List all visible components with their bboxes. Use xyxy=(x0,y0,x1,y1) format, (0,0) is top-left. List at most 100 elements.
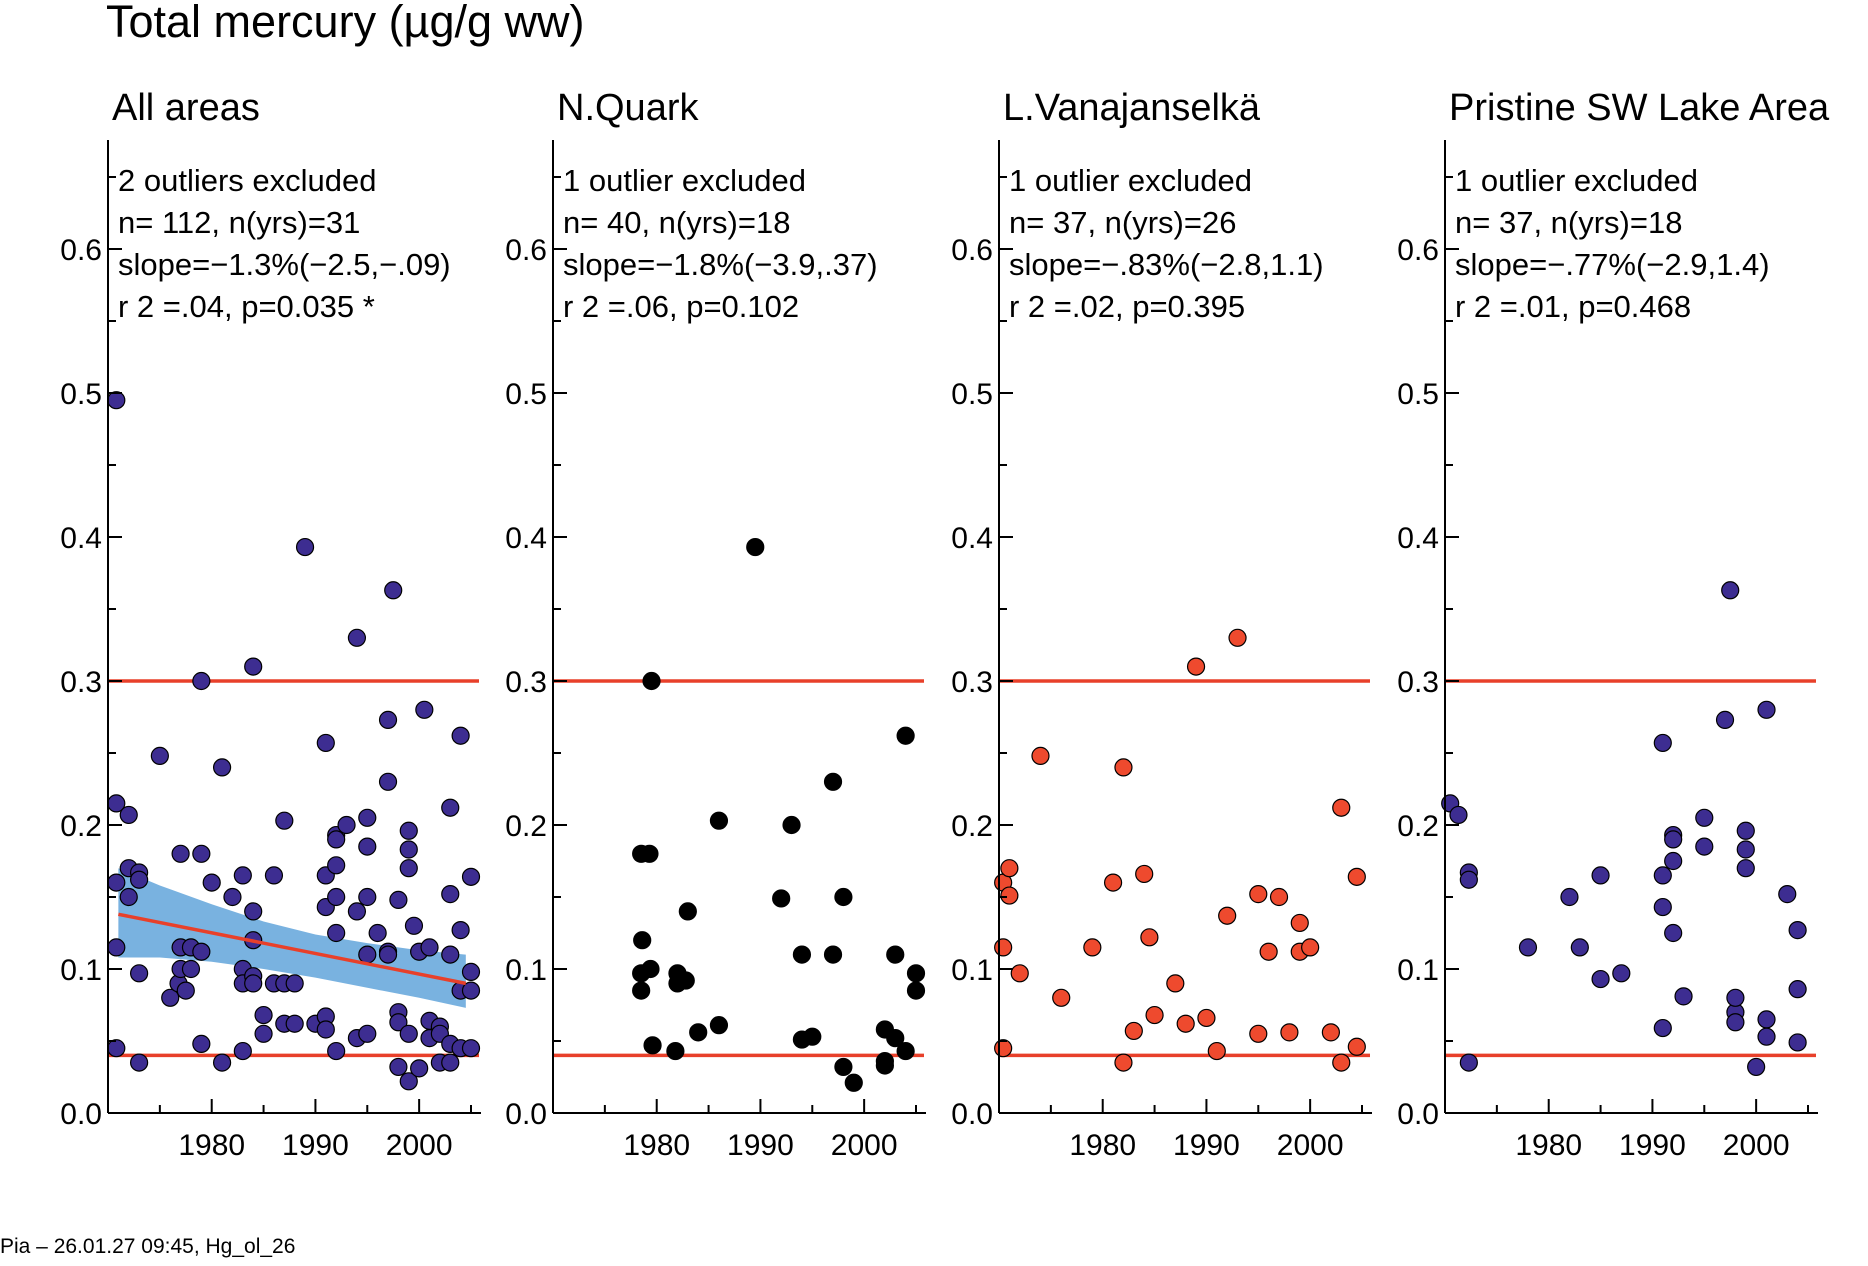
x-tick-label: 1980 xyxy=(1515,1129,1582,1162)
data-point xyxy=(1103,873,1123,892)
data-point xyxy=(1135,864,1154,884)
y-tick-label: 0.2 xyxy=(60,810,102,843)
data-point xyxy=(107,1039,126,1058)
data-point xyxy=(1757,1027,1776,1046)
y-tick-label: 0.6 xyxy=(505,234,547,267)
data-point xyxy=(1747,1057,1766,1077)
data-point xyxy=(192,844,211,863)
data-point xyxy=(1788,921,1807,940)
data-point xyxy=(119,805,138,825)
x-tick-label: 1990 xyxy=(1619,1129,1686,1162)
data-point xyxy=(834,887,853,907)
y-tick-label: 0.3 xyxy=(1397,666,1439,699)
data-point xyxy=(1757,1010,1776,1029)
data-point xyxy=(1332,798,1351,817)
data-point xyxy=(1114,1053,1133,1072)
data-point xyxy=(1591,866,1610,885)
y-tick-label: 0.5 xyxy=(60,378,102,411)
footer-text: Pia – 26.01.27 09:45, Hg_ol_26 xyxy=(0,1235,295,1258)
data-point xyxy=(1591,969,1610,989)
data-point xyxy=(633,931,652,950)
stats-annotation: 1 outlier excluded xyxy=(563,163,806,198)
stats-annotation: n= 37, n(yrs)=26 xyxy=(1009,205,1236,240)
data-point xyxy=(233,866,252,885)
data-point xyxy=(1560,887,1579,907)
data-point xyxy=(420,938,439,957)
y-tick-label: 0.0 xyxy=(1397,1098,1439,1131)
panel-title: N.Quark xyxy=(557,87,699,129)
data-point xyxy=(1083,938,1102,957)
data-point xyxy=(461,981,481,1000)
data-point xyxy=(441,885,460,904)
data-point xyxy=(161,988,180,1007)
data-point xyxy=(399,1072,418,1091)
data-point xyxy=(1140,928,1159,947)
data-point xyxy=(461,962,481,981)
data-point xyxy=(327,923,346,943)
y-tick-label: 0.3 xyxy=(951,666,993,699)
y-tick-label: 0.6 xyxy=(1397,234,1439,267)
data-point xyxy=(399,821,418,840)
data-point xyxy=(1664,923,1683,943)
y-tick-label: 0.3 xyxy=(60,666,102,699)
stats-annotation: slope=−.77%(−2.9,1.4) xyxy=(1455,247,1770,282)
data-point xyxy=(389,1013,408,1032)
data-point xyxy=(1186,657,1206,676)
y-tick-label: 0.4 xyxy=(60,522,102,555)
data-point xyxy=(1176,1014,1195,1033)
data-point xyxy=(1653,897,1672,917)
data-point xyxy=(1321,1023,1340,1042)
data-point xyxy=(337,815,356,835)
data-point xyxy=(202,873,221,892)
y-tick-label: 0.0 xyxy=(951,1098,993,1131)
data-point xyxy=(1347,867,1366,886)
trend-line xyxy=(118,912,467,986)
y-tick-label: 0.4 xyxy=(951,522,993,555)
data-point xyxy=(1721,581,1740,600)
data-point xyxy=(1249,885,1268,904)
data-point xyxy=(1726,1013,1745,1032)
data-point xyxy=(906,964,926,983)
data-point xyxy=(181,959,201,979)
data-point xyxy=(130,870,149,889)
data-point xyxy=(1664,830,1683,849)
data-point xyxy=(1145,1005,1164,1025)
data-point xyxy=(666,1041,685,1061)
data-point xyxy=(254,1024,273,1043)
data-point xyxy=(451,921,470,940)
data-point xyxy=(233,1041,252,1061)
data-point xyxy=(316,1020,335,1039)
data-point xyxy=(1000,859,1019,878)
data-point xyxy=(415,700,434,719)
data-point xyxy=(441,798,460,817)
data-point xyxy=(1000,886,1019,905)
stats-annotation: r 2 =.02, p=0.395 xyxy=(1009,289,1245,324)
data-point xyxy=(1788,980,1807,999)
data-point xyxy=(632,981,651,1000)
y-tick-label: 0.2 xyxy=(1397,810,1439,843)
x-tick-label: 2000 xyxy=(1277,1129,1344,1162)
data-point xyxy=(316,733,335,753)
data-point xyxy=(358,1024,377,1043)
data-point xyxy=(1031,746,1050,765)
data-point xyxy=(823,945,843,964)
data-point xyxy=(1114,758,1133,777)
data-point xyxy=(1280,1023,1299,1042)
data-point xyxy=(285,1014,304,1033)
data-point xyxy=(1695,837,1714,856)
data-point xyxy=(823,772,843,791)
stats-annotation: r 2 =.01, p=0.468 xyxy=(1455,289,1691,324)
data-point xyxy=(834,1057,853,1077)
stats-annotation: r 2 =.06, p=0.102 xyxy=(563,289,799,324)
data-point xyxy=(1695,808,1714,827)
data-point xyxy=(347,902,367,921)
x-tick-label: 2000 xyxy=(386,1129,453,1162)
data-point xyxy=(244,657,263,676)
data-point xyxy=(1207,1041,1226,1061)
panel-title: Pristine SW Lake Area xyxy=(1449,87,1830,129)
data-point xyxy=(107,873,126,892)
data-point xyxy=(107,938,126,957)
data-point xyxy=(1653,866,1672,885)
data-point xyxy=(641,959,660,979)
data-point xyxy=(1332,1053,1351,1072)
